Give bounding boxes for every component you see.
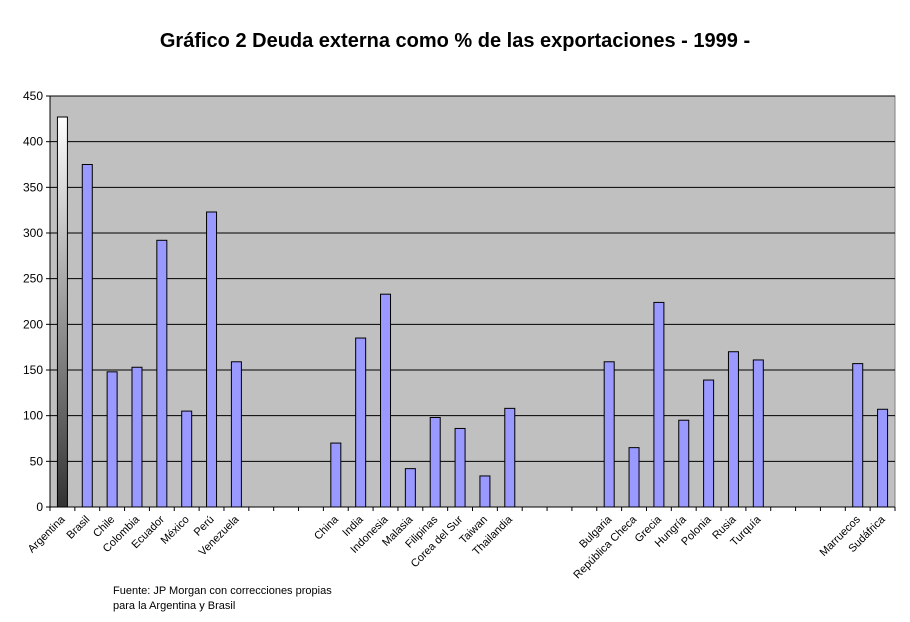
- bar: [429, 416, 441, 508]
- bar: [156, 239, 168, 508]
- x-tick-label: México: [159, 514, 192, 547]
- source-line-1: Fuente: JP Morgan con correcciones propi…: [113, 585, 332, 597]
- y-tick-label: 0: [36, 500, 43, 514]
- bar: [230, 361, 242, 508]
- plot-area: [49, 95, 896, 508]
- bar: [454, 427, 466, 508]
- bar: [852, 363, 864, 508]
- x-tick-label: Argentina: [26, 513, 68, 555]
- bar: [404, 468, 416, 508]
- y-tick-label: 400: [23, 135, 43, 149]
- bar: [131, 366, 143, 508]
- bar: [752, 359, 764, 508]
- x-tick-label: China: [312, 513, 341, 542]
- y-tick-label: 250: [23, 272, 43, 286]
- bar: [206, 211, 218, 508]
- y-tick-label: 50: [30, 454, 44, 468]
- y-tick-label: 450: [23, 89, 43, 103]
- chart-title: Gráfico 2 Deuda externa como % de las ex…: [159, 30, 751, 52]
- source-note: Fuente: JP Morgan con correcciones propi…: [113, 584, 332, 614]
- bar: [81, 164, 93, 508]
- bar: [727, 351, 739, 508]
- y-tick-label: 150: [23, 363, 43, 377]
- y-tick-label: 200: [23, 317, 43, 331]
- bar: [181, 410, 193, 508]
- x-tick-label: Brasil: [64, 514, 92, 542]
- source-line-2: para la Argentina y Brasil: [113, 600, 236, 612]
- bar: [106, 371, 118, 508]
- bar: [877, 408, 889, 508]
- bar: [628, 447, 640, 508]
- bar: [504, 407, 516, 508]
- bar: [355, 337, 367, 508]
- bar: [479, 475, 491, 508]
- bar: [603, 361, 615, 508]
- y-tick-label: 100: [23, 409, 43, 423]
- y-tick-label: 350: [23, 180, 43, 194]
- bar: [380, 293, 392, 508]
- bar: [703, 379, 715, 508]
- bar: [653, 301, 665, 508]
- y-tick-label: 300: [23, 226, 43, 240]
- bar: [330, 442, 342, 508]
- bar: [56, 116, 68, 508]
- bar: [678, 419, 690, 508]
